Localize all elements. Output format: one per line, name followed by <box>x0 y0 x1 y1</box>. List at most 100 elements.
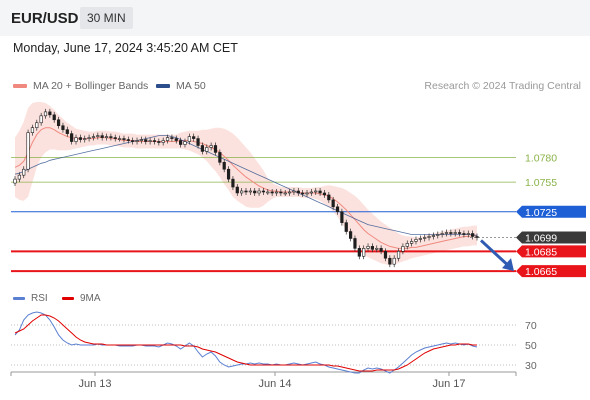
candle-body <box>257 190 261 194</box>
candle-body <box>410 241 414 244</box>
candle-body <box>240 190 244 194</box>
candle-body <box>13 178 17 184</box>
candle-body <box>261 190 266 193</box>
candle-body <box>366 246 370 249</box>
candle-body <box>436 234 440 236</box>
candle-body <box>375 248 379 250</box>
level-badge-4 <box>516 245 586 258</box>
candle-body <box>322 192 327 196</box>
legend-ma20: MA 20 + Bollinger Bands <box>13 80 148 92</box>
candle-body <box>335 206 340 213</box>
candle-body <box>253 190 257 194</box>
level-badge-5 <box>516 265 586 278</box>
candle-body <box>39 115 43 124</box>
candle-body <box>35 122 39 128</box>
candle-body <box>157 141 161 143</box>
level-label-1: 1.0755 <box>525 177 557 189</box>
candle-body <box>444 232 449 234</box>
candle-body <box>205 147 209 152</box>
legend-rsi-swatch <box>13 297 25 300</box>
x-tick-label-2: Jun 17 <box>432 378 465 390</box>
candle-body <box>309 191 313 194</box>
level-label-5: 1.0665 <box>525 266 557 278</box>
candle-body <box>449 232 453 234</box>
candle-body <box>196 138 200 146</box>
level-badge-2 <box>516 205 586 218</box>
candle-body <box>396 251 401 259</box>
candle-body <box>418 238 422 240</box>
candle-body <box>440 233 444 235</box>
rsi-tick-50: 50 <box>525 340 537 352</box>
candle-body <box>427 236 431 238</box>
candle-body <box>349 231 353 239</box>
candle-body <box>22 168 26 176</box>
ma50-line <box>14 135 478 236</box>
candle-body <box>126 139 130 141</box>
candle-body <box>87 137 91 139</box>
candle-body <box>462 233 466 235</box>
candle-body <box>331 199 335 208</box>
candle-body <box>74 137 78 142</box>
projection-arrow-head <box>502 258 514 272</box>
legend-ma50: MA 50 <box>156 80 206 92</box>
candle-body <box>48 111 52 116</box>
candle-body <box>148 140 152 142</box>
candle-body <box>104 136 109 138</box>
legend-ma50-label: MA 50 <box>176 80 206 92</box>
legend-rsi: RSI <box>13 293 48 304</box>
candle-body <box>466 233 470 235</box>
timeframe-button[interactable]: 30 MIN <box>80 7 133 29</box>
candle-body <box>414 239 418 242</box>
candle-body <box>457 232 462 234</box>
candle-body <box>453 232 457 234</box>
x-tick-label-1: Jun 14 <box>258 378 291 390</box>
candle-body <box>165 137 170 141</box>
candle-body <box>357 248 361 257</box>
candle-body <box>218 152 222 163</box>
legend-9ma-swatch <box>62 297 74 300</box>
candle-body <box>213 145 218 153</box>
candle-body <box>388 257 392 265</box>
legend-ma20-swatch <box>13 84 27 88</box>
candle-body <box>209 145 213 148</box>
candles-group <box>13 108 479 268</box>
candle-body <box>266 191 270 194</box>
level-label-3: 1.0699 <box>525 232 557 244</box>
candle-body <box>292 190 296 193</box>
candle-body <box>183 141 187 145</box>
candle-body <box>144 139 148 142</box>
candle-body <box>200 145 205 152</box>
candle-body <box>222 162 226 170</box>
candle-body <box>100 135 104 138</box>
candle-body <box>122 138 126 140</box>
candle-body <box>135 140 139 142</box>
level-label-2: 1.0725 <box>525 207 557 219</box>
candle-body <box>26 132 30 170</box>
candle-body <box>83 138 87 140</box>
candle-body <box>327 194 331 201</box>
candle-body <box>174 138 178 141</box>
legend-ma20-label: MA 20 + Bollinger Bands <box>33 80 149 92</box>
candle-body <box>91 136 96 138</box>
candle-body <box>379 248 383 252</box>
candle-body <box>65 129 69 134</box>
candle-body <box>314 190 318 193</box>
candle-body <box>61 125 65 130</box>
candle-body <box>301 192 305 195</box>
candle-body <box>423 237 427 239</box>
candle-body <box>471 233 475 237</box>
candle-body <box>96 135 100 137</box>
candle-body <box>226 168 231 180</box>
datetime-label: Monday, June 17, 2024 3:45:20 AM CET <box>13 41 238 55</box>
candle-body <box>187 136 191 142</box>
ma20-line <box>14 127 477 249</box>
candle-body <box>279 191 283 194</box>
candle-body <box>43 111 48 117</box>
candle-body <box>353 238 357 249</box>
candle-body <box>274 191 279 194</box>
credit-label: Research © 2024 Trading Central <box>424 80 581 92</box>
level-label-0: 1.0780 <box>525 152 557 164</box>
candle-body <box>431 235 436 237</box>
candle-body <box>340 211 344 223</box>
